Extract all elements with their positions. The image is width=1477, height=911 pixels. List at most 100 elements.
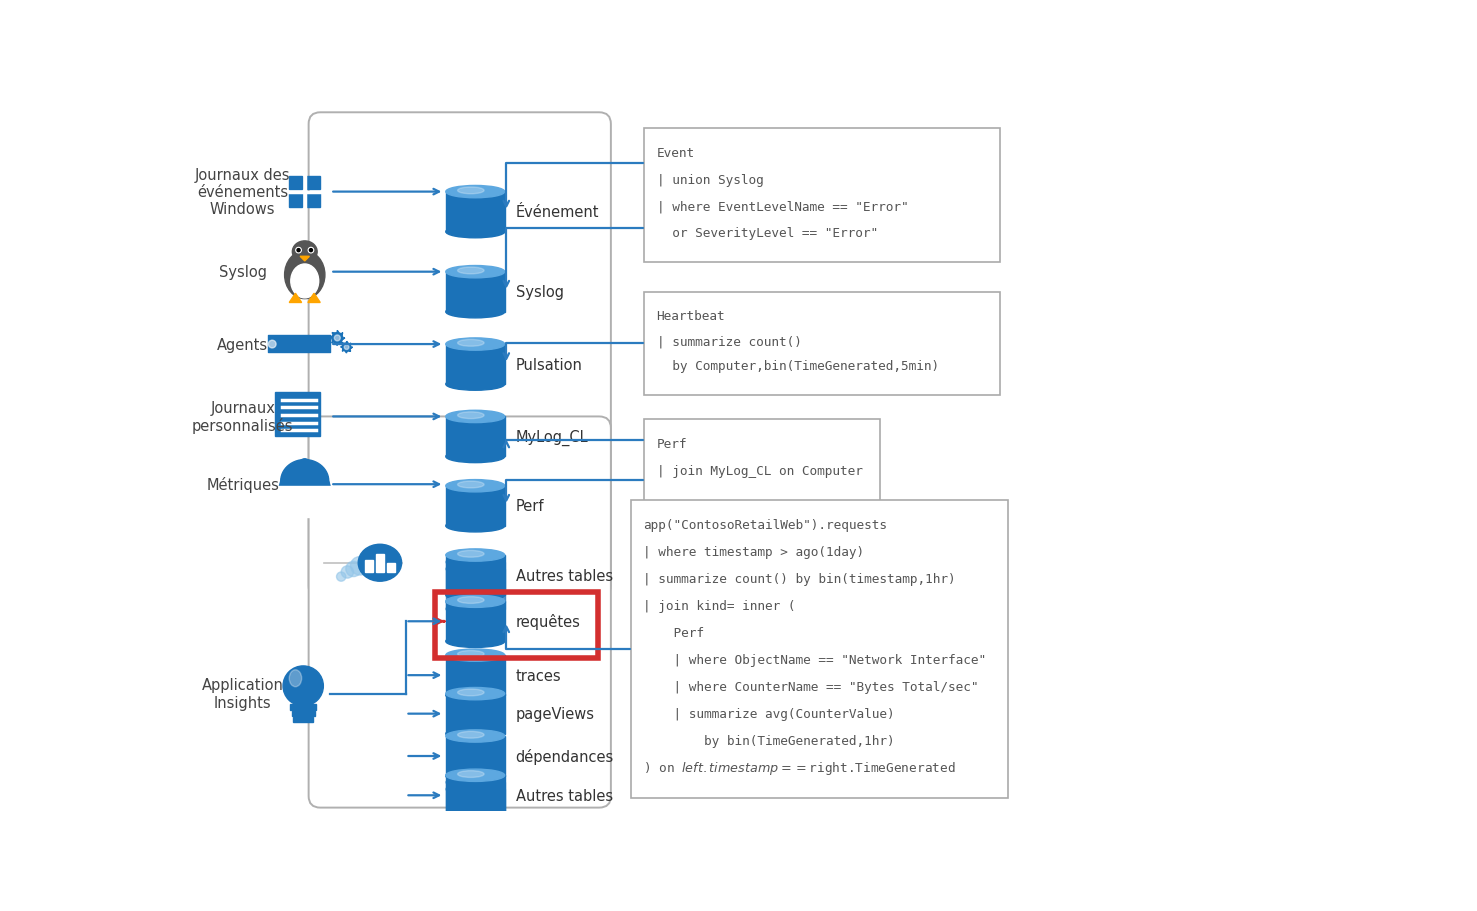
- Polygon shape: [341, 346, 343, 348]
- Bar: [446, 775, 505, 815]
- Text: | join MyLog_CL on Computer: | join MyLog_CL on Computer: [657, 465, 863, 478]
- Ellipse shape: [359, 557, 374, 572]
- Bar: [446, 694, 505, 734]
- Ellipse shape: [446, 824, 505, 835]
- Ellipse shape: [458, 690, 484, 696]
- Ellipse shape: [297, 250, 300, 252]
- Bar: [306, 177, 321, 190]
- Ellipse shape: [446, 650, 505, 661]
- Ellipse shape: [446, 411, 505, 423]
- Text: | where CounterName == "Bytes Total/sec": | where CounterName == "Bytes Total/sec": [644, 681, 979, 693]
- Ellipse shape: [446, 690, 505, 701]
- Ellipse shape: [446, 480, 505, 492]
- Ellipse shape: [446, 688, 505, 700]
- Ellipse shape: [269, 341, 276, 349]
- Ellipse shape: [284, 666, 323, 706]
- FancyBboxPatch shape: [644, 419, 880, 502]
- Polygon shape: [343, 339, 346, 340]
- Ellipse shape: [446, 636, 505, 648]
- Ellipse shape: [300, 459, 309, 467]
- Text: Event: Event: [657, 148, 694, 160]
- Ellipse shape: [446, 730, 505, 742]
- Ellipse shape: [291, 265, 319, 299]
- Text: traces: traces: [515, 668, 561, 683]
- Polygon shape: [350, 348, 353, 349]
- Ellipse shape: [446, 339, 505, 351]
- Bar: [288, 194, 303, 208]
- Bar: [446, 789, 505, 829]
- Text: Perf: Perf: [644, 626, 705, 640]
- Text: Heartbeat: Heartbeat: [657, 310, 725, 322]
- Ellipse shape: [281, 463, 329, 507]
- Ellipse shape: [458, 482, 484, 488]
- Text: Syslog: Syslog: [219, 265, 267, 280]
- FancyBboxPatch shape: [644, 129, 1000, 263]
- Ellipse shape: [458, 650, 484, 658]
- Ellipse shape: [446, 520, 505, 532]
- Ellipse shape: [446, 769, 505, 782]
- Text: Perf: Perf: [515, 498, 544, 514]
- Ellipse shape: [446, 557, 505, 568]
- Ellipse shape: [346, 561, 362, 577]
- Bar: [387, 563, 394, 572]
- Bar: [267, 335, 329, 353]
- Ellipse shape: [446, 451, 505, 463]
- FancyBboxPatch shape: [631, 500, 1007, 798]
- Ellipse shape: [374, 565, 383, 574]
- Bar: [446, 601, 505, 641]
- Ellipse shape: [446, 809, 505, 822]
- Ellipse shape: [458, 551, 484, 558]
- Text: app("ContosoRetailWeb").requests: app("ContosoRetailWeb").requests: [644, 518, 888, 531]
- Text: or SeverityLevel == "Error": or SeverityLevel == "Error": [657, 227, 877, 240]
- Ellipse shape: [446, 226, 505, 239]
- Bar: [446, 736, 505, 776]
- Ellipse shape: [458, 340, 484, 347]
- Ellipse shape: [309, 248, 313, 253]
- Bar: [446, 272, 505, 312]
- Bar: [275, 393, 321, 437]
- Ellipse shape: [446, 783, 505, 795]
- Text: Agents: Agents: [217, 337, 269, 353]
- Polygon shape: [349, 351, 352, 352]
- Text: Application
Insights: Application Insights: [202, 678, 284, 710]
- Ellipse shape: [458, 268, 484, 274]
- Ellipse shape: [458, 771, 484, 778]
- Bar: [289, 704, 316, 710]
- Text: dépendances: dépendances: [515, 748, 614, 764]
- FancyBboxPatch shape: [309, 417, 611, 808]
- Ellipse shape: [359, 545, 402, 581]
- Ellipse shape: [334, 335, 340, 342]
- Bar: [306, 194, 321, 208]
- Text: | union Syslog: | union Syslog: [657, 174, 764, 187]
- Bar: [446, 783, 505, 823]
- Ellipse shape: [458, 413, 484, 419]
- Ellipse shape: [300, 502, 310, 510]
- Ellipse shape: [458, 597, 484, 604]
- Text: | join kind= inner (: | join kind= inner (: [644, 599, 796, 612]
- Bar: [291, 711, 315, 716]
- Text: ) on $left.timestamp == $right.TimeGenerated: ) on $left.timestamp == $right.TimeGener…: [644, 759, 956, 776]
- Polygon shape: [275, 460, 334, 502]
- Ellipse shape: [289, 670, 301, 687]
- Text: Perf: Perf: [657, 437, 687, 451]
- Bar: [446, 655, 505, 695]
- Ellipse shape: [446, 816, 505, 828]
- Text: | where timestamp > ago(1day): | where timestamp > ago(1day): [644, 545, 864, 558]
- Text: Journaux des
événements
Windows: Journaux des événements Windows: [195, 168, 291, 217]
- Text: | where EventLevelName == "Error": | where EventLevelName == "Error": [657, 200, 908, 213]
- Ellipse shape: [446, 770, 505, 783]
- Ellipse shape: [446, 589, 505, 601]
- FancyBboxPatch shape: [644, 292, 1000, 395]
- Ellipse shape: [332, 333, 343, 344]
- Ellipse shape: [309, 250, 313, 252]
- Ellipse shape: [446, 776, 505, 789]
- Ellipse shape: [446, 563, 505, 576]
- Ellipse shape: [285, 251, 325, 300]
- Text: Événement: Événement: [515, 205, 600, 220]
- Bar: [288, 177, 303, 190]
- Polygon shape: [332, 341, 334, 343]
- Bar: [292, 717, 313, 722]
- Polygon shape: [289, 294, 301, 303]
- Ellipse shape: [344, 345, 349, 350]
- Text: | summarize avg(CounterValue): | summarize avg(CounterValue): [644, 707, 895, 721]
